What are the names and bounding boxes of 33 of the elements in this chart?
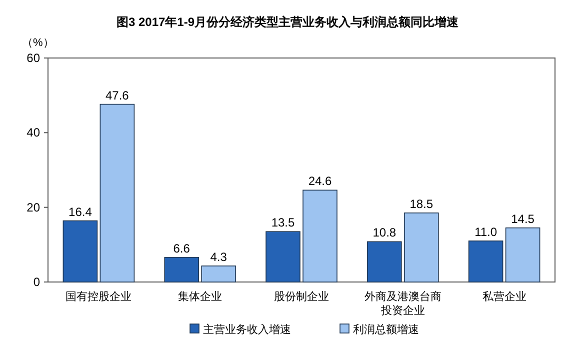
bar (302, 190, 338, 282)
bar (404, 212, 439, 282)
bar (62, 220, 98, 282)
text: 18.5 (410, 196, 434, 211)
bar (100, 104, 135, 282)
x-tick-label: 股份制企业 (274, 290, 329, 303)
text: 10.8 (372, 226, 396, 240)
bar (164, 256, 199, 282)
text: 13.5 (271, 216, 295, 230)
y-axis-title: （%） (22, 37, 54, 49)
y-tick-label: 40 (26, 126, 40, 140)
x-tick-label: 国有控股企业 (66, 290, 132, 303)
bar (367, 241, 402, 282)
text: 4.3 (210, 250, 227, 264)
legend-label: 利润总额增速 (353, 323, 419, 336)
bar (505, 227, 540, 282)
text: 47.6 (106, 88, 129, 102)
y-tick-label: 0 (33, 275, 40, 289)
text: 11.0 (474, 224, 498, 239)
bar (266, 231, 300, 282)
text: 14.5 (511, 212, 534, 226)
bar (201, 266, 236, 282)
x-tick-label: 外商及港澳台商投资企业 (364, 290, 442, 317)
bar (468, 240, 504, 282)
legend-label: 主营业务收入增速 (203, 323, 291, 336)
y-tick-label: 20 (26, 200, 40, 214)
text: 6.6 (173, 241, 190, 256)
x-tick-label: 私营企业 (482, 290, 526, 303)
chart-title: 图3 2017年1-9月份分经济类型主营业务收入与利润总额同比增速 (116, 15, 460, 29)
text: 16.4 (68, 204, 92, 219)
text: 24.6 (308, 174, 332, 188)
x-tick-label: 集体企业 (178, 290, 222, 303)
y-tick-label: 60 (26, 51, 40, 65)
